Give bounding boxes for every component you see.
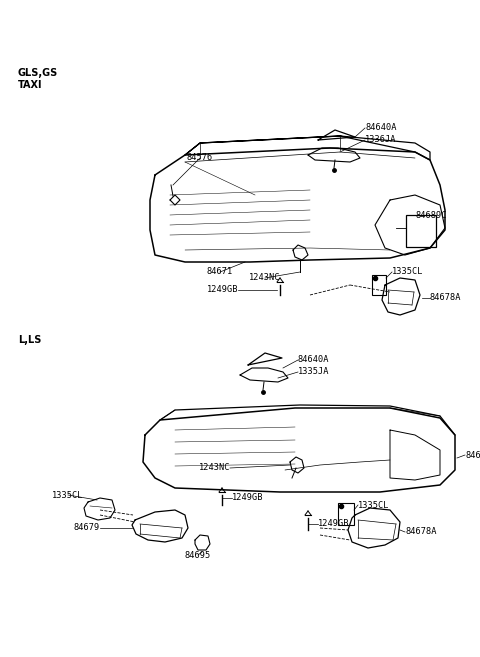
Text: 1335CL: 1335CL — [52, 491, 84, 499]
Bar — [406, 215, 436, 247]
Bar — [372, 275, 386, 295]
Text: 84640A: 84640A — [298, 355, 329, 365]
Text: GLS,GS
TAXI: GLS,GS TAXI — [18, 68, 58, 91]
Text: 1243NC: 1243NC — [249, 273, 281, 283]
Text: 84689C: 84689C — [415, 210, 446, 219]
Text: 84678A: 84678A — [430, 294, 461, 302]
Text: 1336JA: 1336JA — [365, 135, 396, 145]
Text: 84671: 84671 — [207, 267, 233, 277]
Bar — [338, 503, 354, 525]
Text: 1335JA: 1335JA — [298, 367, 329, 376]
Text: L,LS: L,LS — [18, 335, 41, 345]
Text: 1335CL: 1335CL — [358, 501, 389, 509]
Text: 1249GB: 1249GB — [318, 520, 349, 528]
Text: 84695: 84695 — [185, 551, 211, 560]
Text: 84679: 84679 — [74, 524, 100, 533]
Text: 1249GB: 1249GB — [206, 286, 238, 294]
Text: 84678A: 84678A — [405, 528, 436, 537]
Text: 1243NC: 1243NC — [199, 463, 230, 472]
Text: 84671: 84671 — [465, 451, 480, 459]
Text: 1335CL: 1335CL — [392, 267, 423, 277]
Text: 84576: 84576 — [187, 154, 213, 162]
Text: 84640A: 84640A — [365, 124, 396, 133]
Text: 1249GB: 1249GB — [232, 493, 264, 503]
